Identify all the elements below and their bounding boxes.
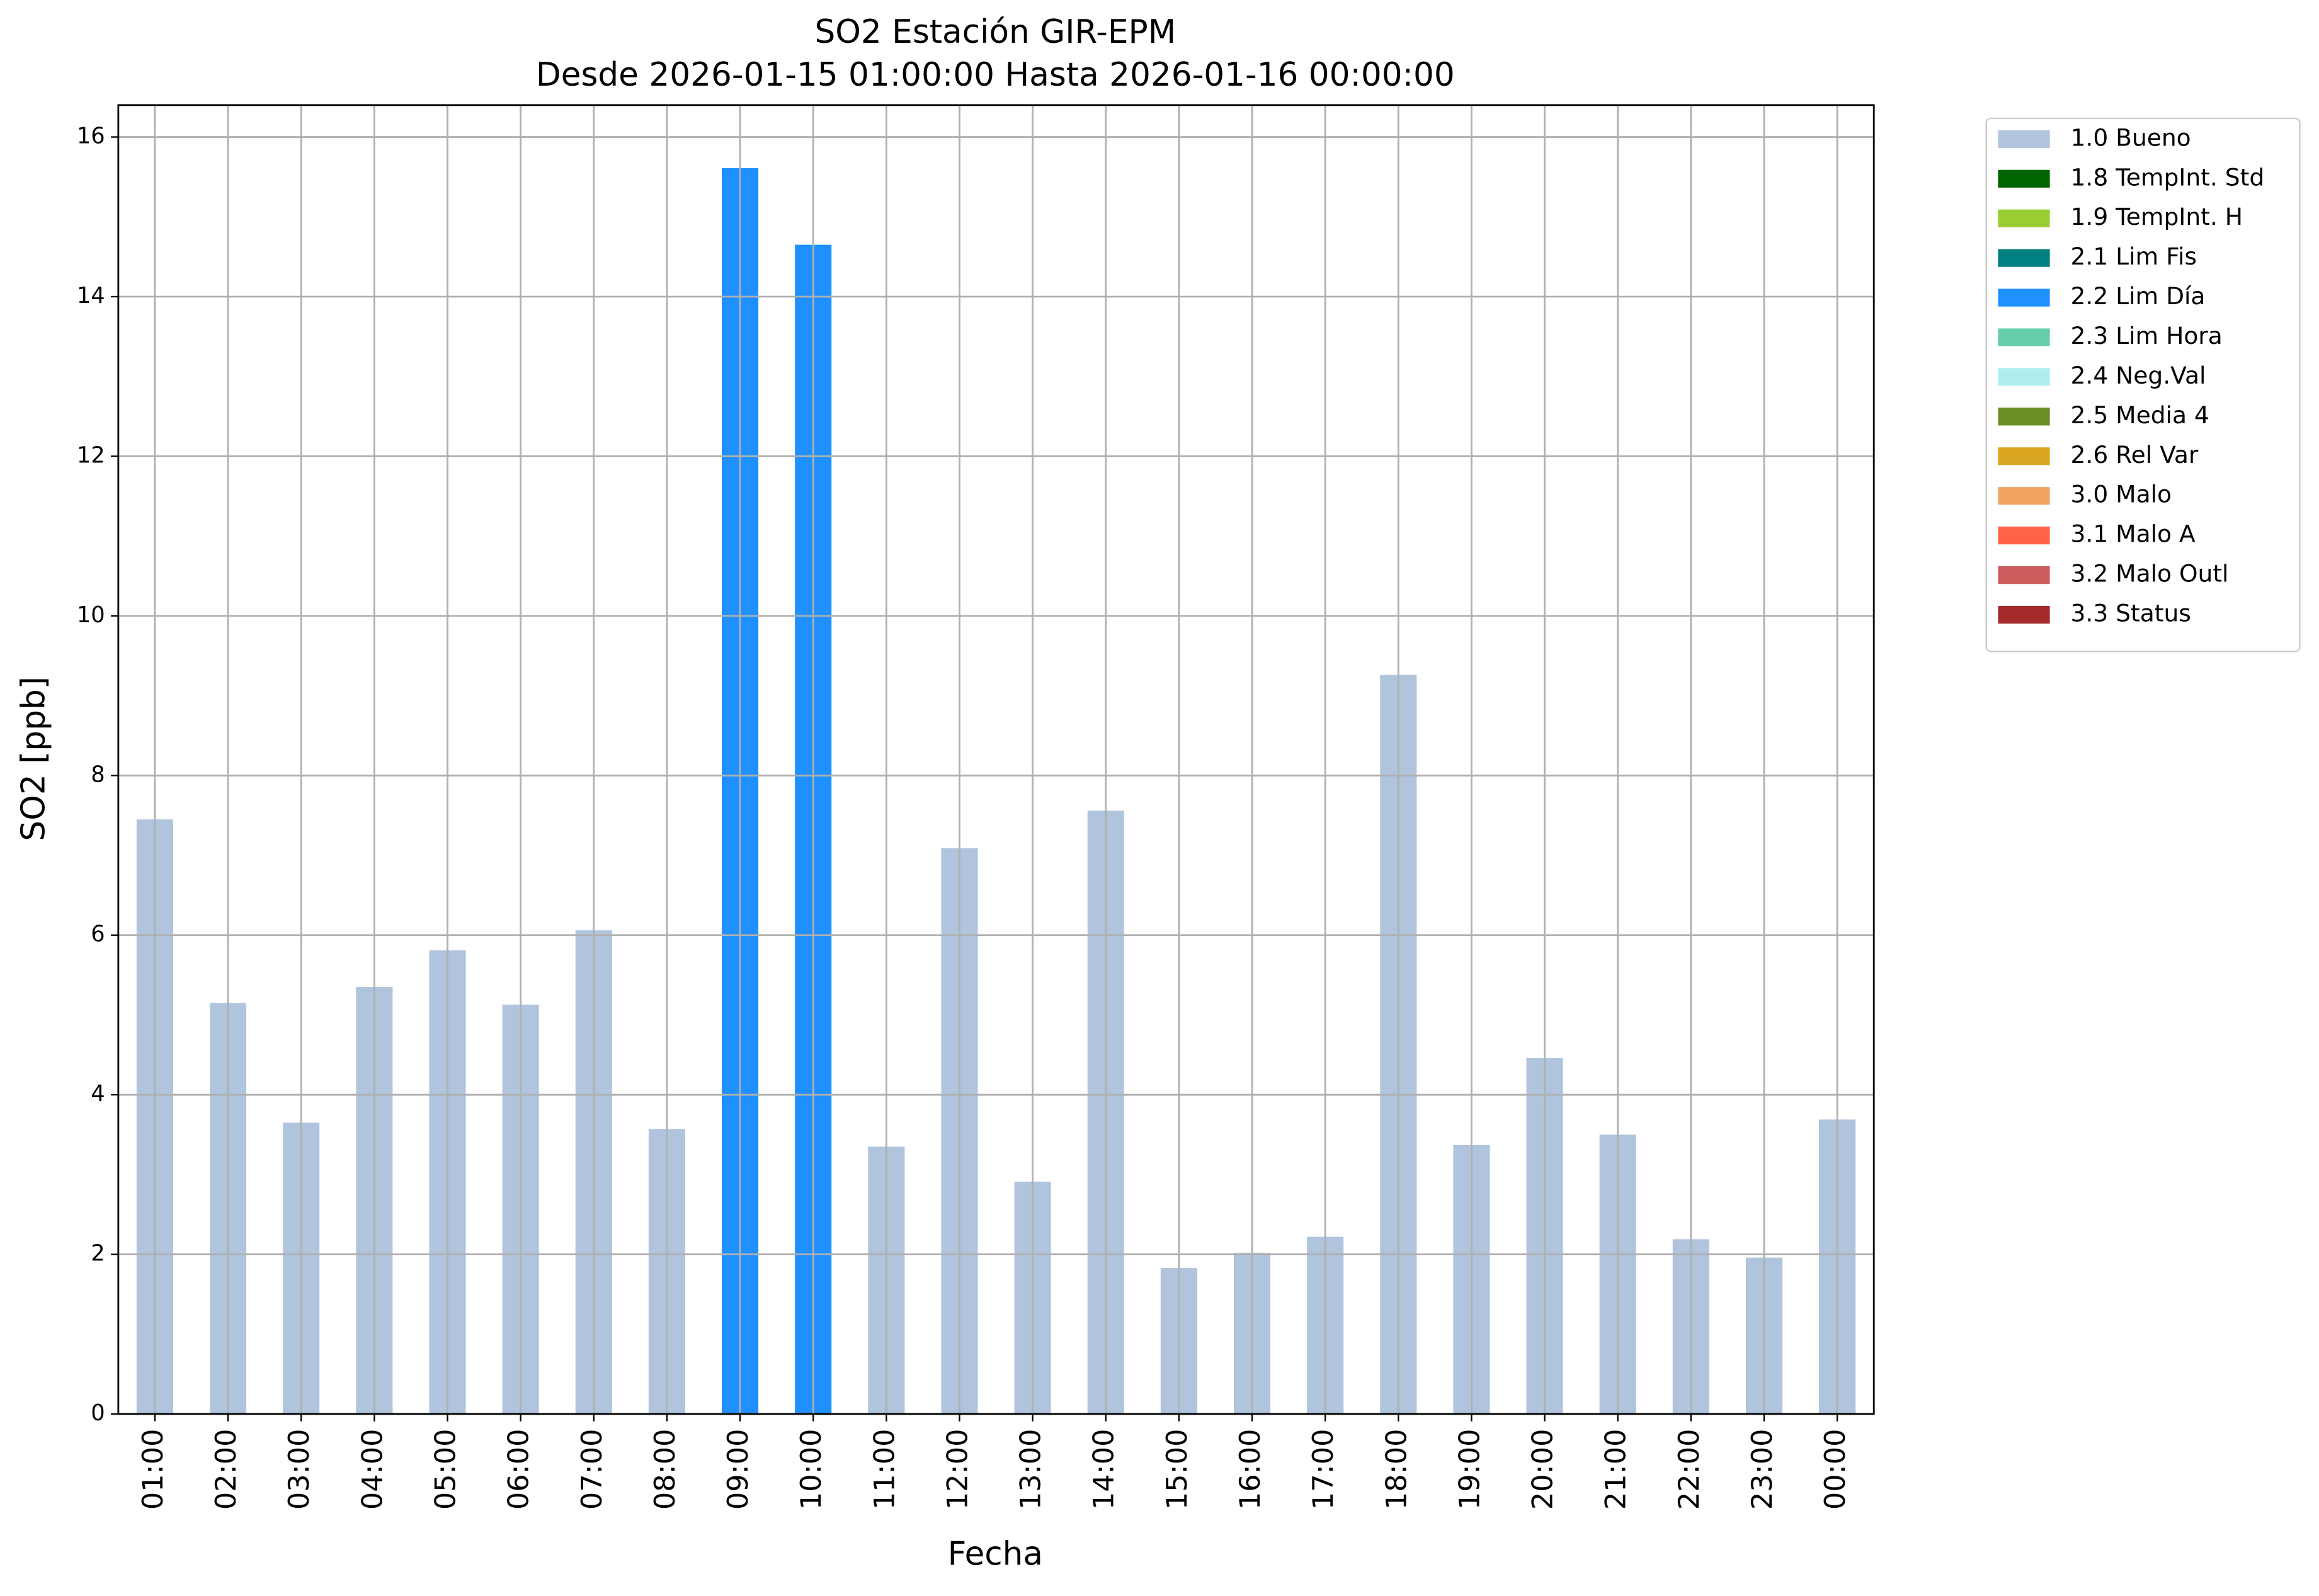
x-tick-label: 01:00 xyxy=(137,1429,169,1510)
y-axis-label: SO2 [ppb] xyxy=(14,676,52,841)
legend-label: 2.6 Rel Var xyxy=(2071,441,2199,469)
x-tick-label: 07:00 xyxy=(576,1429,608,1510)
legend-label: 1.9 TempInt. H xyxy=(2071,203,2243,231)
legend-label: 1.8 TempInt. Std xyxy=(2071,163,2265,191)
x-tick-label: 08:00 xyxy=(649,1429,681,1510)
y-tick-label: 4 xyxy=(91,1081,105,1107)
y-tick-label: 0 xyxy=(91,1400,105,1426)
x-tick-label: 18:00 xyxy=(1380,1429,1413,1510)
chart-subtitle: Desde 2026-01-15 01:00:00 Hasta 2026-01-… xyxy=(536,56,1455,94)
x-tick-label: 20:00 xyxy=(1527,1429,1559,1510)
x-tick-label: 12:00 xyxy=(941,1429,974,1510)
x-tick-label: 15:00 xyxy=(1161,1429,1194,1510)
y-tick-label: 6 xyxy=(91,921,105,947)
x-tick-label: 03:00 xyxy=(283,1429,316,1510)
x-tick-label: 16:00 xyxy=(1234,1429,1267,1510)
x-tick-label: 21:00 xyxy=(1600,1429,1632,1510)
legend-label: 3.1 Malo A xyxy=(2071,520,2196,548)
legend-label: 3.3 Status xyxy=(2071,600,2191,627)
x-tick-label: 00:00 xyxy=(1819,1429,1852,1510)
legend-label: 2.4 Neg.Val xyxy=(2071,362,2206,389)
legend-label: 3.0 Malo xyxy=(2071,481,2172,508)
y-tick-label: 8 xyxy=(91,761,105,787)
legend-swatch xyxy=(1998,368,2050,386)
plot-frame xyxy=(117,104,1875,1415)
legend-swatch xyxy=(1998,408,2050,426)
x-tick-label: 04:00 xyxy=(356,1429,389,1510)
legend-label: 2.5 Media 4 xyxy=(2071,401,2209,429)
y-tick-label: 2 xyxy=(91,1241,105,1267)
legend-box xyxy=(1985,117,2301,653)
legend-swatch xyxy=(1998,209,2050,227)
legend-swatch xyxy=(1998,288,2050,307)
x-tick-label: 17:00 xyxy=(1307,1429,1340,1510)
y-tick-label: 16 xyxy=(77,123,105,149)
x-tick-label: 09:00 xyxy=(722,1429,755,1510)
legend-swatch xyxy=(1998,328,2050,346)
legend-swatch xyxy=(1998,566,2050,584)
x-tick-label: 19:00 xyxy=(1453,1429,1486,1510)
legend-swatch xyxy=(1998,130,2050,148)
legend-label: 2.1 Lim Fis xyxy=(2071,242,2197,270)
legend-label: 2.3 Lim Hora xyxy=(2071,322,2223,350)
x-tick-label: 22:00 xyxy=(1673,1429,1706,1510)
y-tick-label: 12 xyxy=(77,442,105,468)
x-tick-label: 02:00 xyxy=(210,1429,242,1510)
x-axis-label: Fecha xyxy=(948,1535,1043,1573)
x-tick-label: 13:00 xyxy=(1015,1429,1047,1510)
legend-label: 2.2 Lim Día xyxy=(2071,282,2206,310)
chart-title: SO2 Estación GIR-EPM xyxy=(814,13,1176,51)
x-tick-label: 10:00 xyxy=(795,1429,828,1510)
x-tick-label: 23:00 xyxy=(1746,1429,1779,1510)
y-tick-label: 14 xyxy=(77,283,105,309)
x-tick-label: 05:00 xyxy=(429,1429,462,1510)
y-tick-label: 10 xyxy=(77,602,105,628)
legend-swatch xyxy=(1998,169,2050,188)
legend-swatch xyxy=(1998,487,2050,505)
x-tick-label: 11:00 xyxy=(868,1429,901,1510)
legend-label: 1.0 Bueno xyxy=(2071,123,2191,151)
x-tick-label: 14:00 xyxy=(1088,1429,1120,1510)
legend-swatch xyxy=(1998,527,2050,545)
legend-swatch xyxy=(1998,605,2050,624)
legend-label: 3.2 Malo Outl xyxy=(2071,560,2229,588)
x-tick-label: 06:00 xyxy=(503,1429,535,1510)
legend-swatch xyxy=(1998,249,2050,267)
legend-swatch xyxy=(1998,447,2050,465)
